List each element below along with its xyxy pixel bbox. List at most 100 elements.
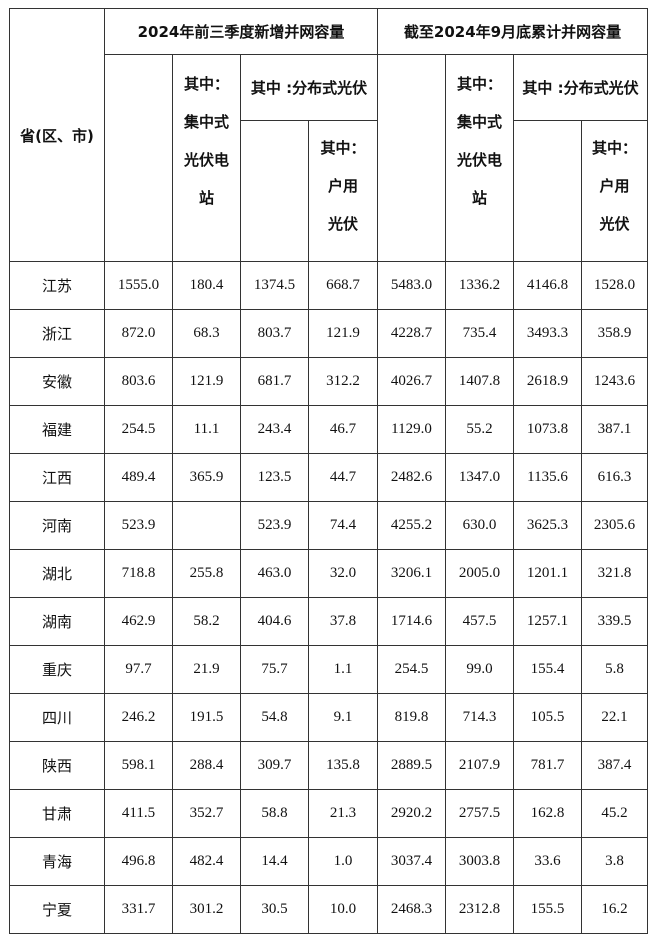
header-distributed-total-new [240,120,309,262]
value-cell: 4026.7 [377,357,446,406]
table-row: 江苏 1555.0 180.4 1374.5 668.7 5483.0 1336.2 4146… [9,261,648,310]
value-cell: 44.7 [308,453,378,502]
value-cell: 2920.2 [377,789,446,838]
province-cell: 青海 [9,837,105,886]
province-cell: 宁夏 [9,885,105,934]
value-cell: 462.9 [104,597,173,646]
province-cell: 河南 [9,501,105,550]
header-household-new: 其中： 户用 光伏 [308,120,378,262]
grid-capacity-table: 省(区、市) 2024年前三季度新增并网容量 截至2024年9月底累计并网容量 … [9,8,648,934]
value-cell: 21.9 [172,645,241,694]
value-cell: 14.4 [240,837,309,886]
value-cell: 75.7 [240,645,309,694]
value-cell: 312.2 [308,357,378,406]
value-cell: 714.3 [445,693,514,742]
value-cell: 819.8 [377,693,446,742]
province-cell: 江西 [9,453,105,502]
header-group-cumulative: 截至2024年9月底累计并网容量 [377,8,648,55]
header-text: 光伏 [327,215,358,233]
value-cell: 3493.3 [513,309,582,358]
province-cell: 湖北 [9,549,105,598]
value-cell: 10.0 [308,885,378,934]
value-cell: 5.8 [581,645,648,694]
value-cell: 162.8 [513,789,582,838]
value-cell: 5483.0 [377,261,446,310]
header-text: 集中式 [183,113,229,131]
value-cell: 11.1 [172,405,241,454]
value-cell: 1555.0 [104,261,173,310]
province-cell: 福建 [9,405,105,454]
header-total-new [104,54,173,262]
header-centralized-new: 其中： 集中式 光伏电 站 [172,54,241,262]
value-cell: 1407.8 [445,357,514,406]
header-text: 站 [198,189,214,207]
value-cell: 668.7 [308,261,378,310]
value-cell: 121.9 [172,357,241,406]
value-cell: 404.6 [240,597,309,646]
value-cell: 22.1 [581,693,648,742]
value-cell: 872.0 [104,309,173,358]
header-text: 其中： [456,75,502,93]
header-distributed-cumulative: 其中 :分布式光伏 [513,54,648,121]
province-cell: 江苏 [9,261,105,310]
value-cell: 243.4 [240,405,309,454]
value-cell: 718.8 [104,549,173,598]
value-cell: 255.8 [172,549,241,598]
header-total-cumulative [377,54,446,262]
value-cell: 630.0 [445,501,514,550]
value-cell: 4255.2 [377,501,446,550]
value-cell: 387.4 [581,741,648,790]
province-cell: 安徽 [9,357,105,406]
value-cell: 37.8 [308,597,378,646]
value-cell: 1243.6 [581,357,648,406]
value-cell: 2305.6 [581,501,648,550]
value-cell: 58.8 [240,789,309,838]
value-cell: 598.1 [104,741,173,790]
value-cell: 33.6 [513,837,582,886]
value-cell: 358.9 [581,309,648,358]
value-cell: 387.1 [581,405,648,454]
value-cell: 352.7 [172,789,241,838]
table-row: 福建 254.5 11.1 243.4 46.7 1129.0 55.2 1073.8 387.… [9,405,648,454]
header-text: 户用 [599,177,630,195]
value-cell: 1129.0 [377,405,446,454]
value-cell: 1336.2 [445,261,514,310]
value-cell: 32.0 [308,549,378,598]
value-cell: 2107.9 [445,741,514,790]
value-cell: 68.3 [172,309,241,358]
header-distributed-total-cumulative [513,120,582,262]
value-cell: 1257.1 [513,597,582,646]
value-cell: 16.2 [581,885,648,934]
value-cell: 463.0 [240,549,309,598]
value-cell: 288.4 [172,741,241,790]
header-group-new: 2024年前三季度新增并网容量 [104,8,378,55]
value-cell: 3206.1 [377,549,446,598]
value-cell: 180.4 [172,261,241,310]
value-cell: 46.7 [308,405,378,454]
value-cell: 1347.0 [445,453,514,502]
header-text: 光伏电 [456,151,502,169]
header-text: 户用 [327,177,358,195]
province-cell: 陕西 [9,741,105,790]
value-cell: 2312.8 [445,885,514,934]
value-cell: 309.7 [240,741,309,790]
value-cell: 55.2 [445,405,514,454]
table-row: 陕西 598.1 288.4 309.7 135.8 2889.5 2107.9 781.7 3… [9,741,648,790]
table-row: 青海 496.8 482.4 14.4 1.0 3037.4 3003.8 33.6 3.8 [9,837,648,886]
value-cell: 1528.0 [581,261,648,310]
value-cell: 339.5 [581,597,648,646]
value-cell: 191.5 [172,693,241,742]
value-cell: 365.9 [172,453,241,502]
value-cell: 803.6 [104,357,173,406]
province-cell: 湖南 [9,597,105,646]
value-cell: 2757.5 [445,789,514,838]
header-text: 集中式 [456,113,502,131]
table-row: 江西 489.4 365.9 123.5 44.7 2482.6 1347.0 1135.6 6… [9,453,648,502]
province-cell: 重庆 [9,645,105,694]
value-cell: 2468.3 [377,885,446,934]
header-text: 站 [471,189,487,207]
value-cell: 1135.6 [513,453,582,502]
header-distributed-new: 其中 :分布式光伏 [240,54,378,121]
value-cell: 523.9 [104,501,173,550]
table-row: 河南 523.9 523.9 74.4 4255.2 630.0 3625.3 2305.6 [9,501,648,550]
